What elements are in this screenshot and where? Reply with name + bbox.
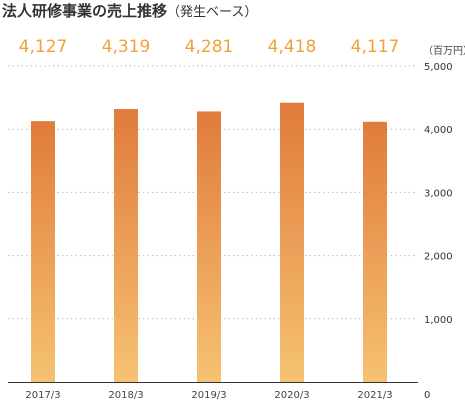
x-tick-label: 2021/3 <box>357 390 392 401</box>
x-tick-label: 2020/3 <box>274 390 309 401</box>
y-unit-label: （百万円） <box>423 45 465 57</box>
bar-value-label: 4,281 <box>185 37 234 57</box>
y-tick-label: 3,000 <box>424 188 453 199</box>
bar-value-label: 4,418 <box>268 37 317 57</box>
y-tick-label: 1,000 <box>424 315 453 326</box>
bar-value-label: 4,319 <box>102 37 151 57</box>
bar <box>197 111 221 383</box>
bar-value-label: 4,127 <box>19 37 68 57</box>
x-axis-ticks: 2017/3 2018/3 2019/3 2020/3 2021/3 <box>25 390 392 401</box>
x-tick-label: 2018/3 <box>108 390 143 401</box>
value-labels: 4,127 4,319 4,281 4,418 4,117 <box>19 37 400 57</box>
bar <box>114 109 138 383</box>
y-tick-label: 5,000 <box>424 62 453 73</box>
bar <box>363 121 387 382</box>
y-tick-label: 0 <box>424 390 430 401</box>
chart-title-sub: （発生ベース） <box>167 5 257 20</box>
y-axis-ticks: 0 1,000 2,000 3,000 4,000 5,000 <box>424 62 453 401</box>
chart-title: 法人研修事業の売上推移（発生ベース） <box>2 2 257 20</box>
bar <box>280 102 304 382</box>
bar <box>31 121 55 383</box>
x-tick-label: 2019/3 <box>191 390 226 401</box>
y-tick-label: 4,000 <box>424 125 453 136</box>
chart-title-main: 法人研修事業の売上推移 <box>2 2 167 20</box>
grid-lines <box>8 65 418 320</box>
bars <box>31 102 387 383</box>
y-tick-label: 2,000 <box>424 252 453 263</box>
bar-value-label: 4,117 <box>351 37 400 57</box>
x-tick-label: 2017/3 <box>25 390 60 401</box>
